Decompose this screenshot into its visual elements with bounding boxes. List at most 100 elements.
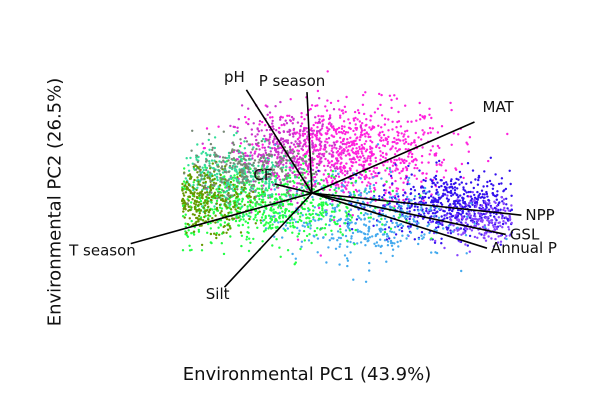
scatter-point	[328, 223, 331, 227]
scatter-point	[417, 237, 421, 241]
scatter-point	[277, 221, 280, 224]
scatter-point	[305, 151, 308, 154]
scatter-point	[350, 181, 353, 185]
scatter-point	[449, 189, 453, 193]
scatter-point	[368, 227, 371, 230]
scatter-point	[303, 139, 306, 142]
scatter-point	[496, 193, 499, 197]
scatter-point	[396, 206, 400, 210]
scatter-point	[325, 202, 328, 205]
scatter-point	[339, 231, 342, 234]
scatter-point	[269, 172, 273, 175]
scatter-point	[332, 125, 335, 128]
scatter-point	[281, 236, 284, 239]
loading-arrow-mat	[311, 121, 475, 194]
scatter-point	[316, 182, 320, 185]
scatter-point	[267, 168, 271, 171]
scatter-point	[225, 184, 228, 188]
scatter-point	[227, 154, 231, 157]
scatter-point	[304, 213, 308, 216]
scatter-point	[190, 149, 193, 152]
scatter-point	[286, 221, 289, 224]
scatter-point	[328, 116, 332, 120]
scatter-point	[505, 203, 508, 206]
scatter-point	[322, 201, 325, 204]
scatter-point	[238, 198, 241, 201]
scatter-point	[239, 155, 242, 158]
scatter-point	[257, 130, 261, 133]
scatter-point	[273, 138, 276, 141]
scatter-point	[436, 144, 440, 148]
scatter-point	[380, 136, 383, 139]
scatter-point	[356, 199, 359, 202]
scatter-point	[415, 177, 418, 180]
scatter-point	[360, 205, 363, 208]
scatter-point	[267, 145, 270, 149]
scatter-point	[317, 206, 321, 210]
scatter-point	[234, 208, 237, 211]
scatter-point	[380, 114, 384, 117]
scatter-point	[367, 225, 371, 229]
scatter-point	[341, 233, 344, 236]
scatter-point	[193, 207, 197, 211]
scatter-point	[197, 228, 200, 232]
scatter-point	[247, 231, 250, 235]
scatter-point	[191, 198, 194, 201]
scatter-point	[433, 176, 436, 179]
scatter-point	[383, 123, 387, 126]
scatter-point	[397, 195, 400, 198]
scatter-point	[414, 157, 417, 161]
scatter-point	[358, 120, 361, 123]
scatter-point	[329, 185, 333, 188]
scatter-point	[183, 204, 187, 208]
scatter-point	[320, 160, 323, 163]
scatter-point	[363, 236, 367, 239]
scatter-point	[322, 173, 325, 176]
scatter-point	[467, 150, 470, 153]
scatter-point	[230, 194, 234, 197]
scatter-point	[314, 170, 318, 174]
scatter-point	[243, 203, 246, 207]
scatter-point	[222, 252, 226, 256]
scatter-point	[316, 227, 319, 230]
scatter-point	[240, 191, 243, 195]
scatter-point	[363, 175, 366, 179]
scatter-point	[188, 177, 192, 180]
scatter-point	[196, 171, 199, 174]
scatter-point	[456, 187, 459, 190]
scatter-point	[365, 184, 369, 187]
scatter-point	[223, 181, 226, 184]
scatter-point	[268, 180, 271, 183]
scatter-point	[393, 236, 396, 239]
scatter-point	[448, 215, 452, 219]
scatter-point	[208, 171, 212, 174]
scatter-point	[471, 221, 475, 224]
scatter-point	[399, 139, 402, 142]
scatter-point	[340, 127, 344, 130]
scatter-point	[324, 132, 327, 135]
scatter-point	[500, 195, 503, 199]
scatter-point	[366, 213, 369, 216]
scatter-point	[402, 194, 405, 197]
scatter-point	[390, 106, 393, 110]
scatter-point	[350, 228, 354, 231]
scatter-point	[211, 146, 214, 149]
scatter-point	[481, 195, 484, 199]
scatter-point	[415, 119, 418, 122]
scatter-point	[231, 217, 234, 220]
scatter-point	[261, 195, 265, 198]
scatter-point	[387, 118, 390, 121]
scatter-point	[404, 140, 408, 144]
scatter-point	[254, 175, 258, 178]
scatter-point	[330, 210, 334, 213]
scatter-point	[182, 180, 186, 183]
scatter-point	[450, 194, 453, 197]
scatter-point	[244, 151, 247, 155]
scatter-point	[368, 261, 371, 265]
scatter-point	[345, 95, 348, 99]
scatter-point	[286, 249, 290, 252]
scatter-point	[443, 217, 446, 220]
scatter-point	[342, 120, 346, 123]
scatter-point	[358, 145, 361, 149]
scatter-point	[192, 233, 196, 236]
